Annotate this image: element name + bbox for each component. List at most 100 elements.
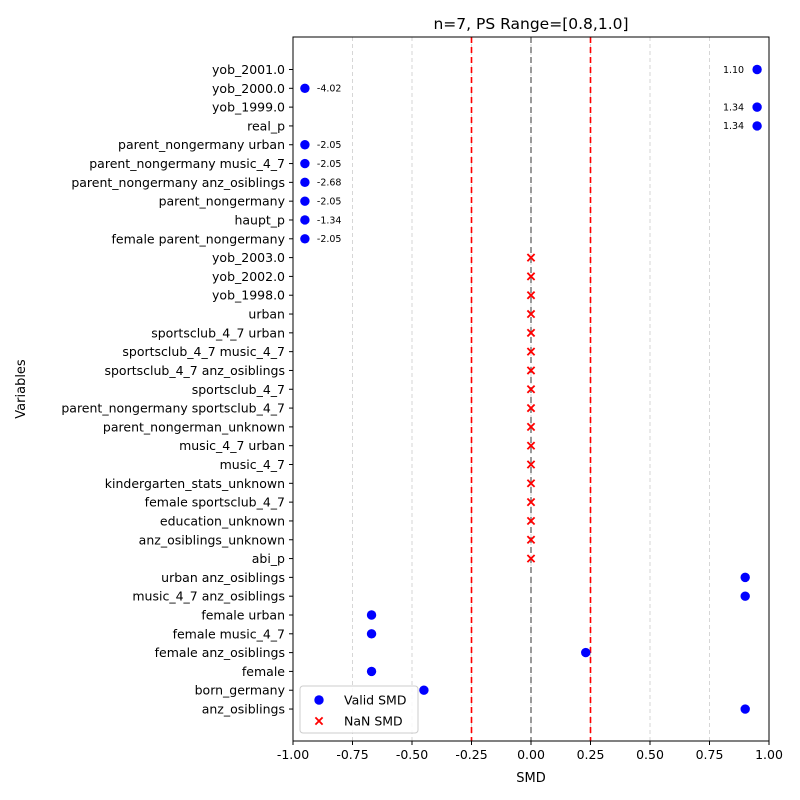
x-tick-label: 0.25: [577, 747, 605, 762]
x-tick-label: -1.00: [277, 747, 309, 762]
valid-smd-point: [366, 666, 377, 677]
nan-marker-stroke: [526, 403, 536, 413]
point-annotation: -1.34: [317, 215, 342, 226]
y-tick-label: female: [242, 664, 285, 679]
point-annotation: -2.05: [317, 234, 342, 245]
nan-smd-marker: [526, 385, 536, 394]
legend-valid-label: Valid SMD: [344, 693, 406, 708]
x-tick-label: -0.75: [336, 747, 368, 762]
y-tick-label: female sportsclub_4_7: [145, 495, 285, 510]
nan-smd-marker: [526, 460, 536, 469]
y-tick-label: anz_osiblings_unknown: [139, 532, 285, 547]
valid-smd-point: [300, 83, 310, 94]
y-tick-label: yob_2003.0: [212, 250, 285, 265]
nan-marker-stroke: [526, 441, 536, 450]
x-tick-label: 0.75: [696, 747, 724, 762]
y-tick-label: sportsclub_4_7: [192, 382, 285, 397]
y-tick-label: kindergarten_stats_unknown: [105, 476, 285, 491]
y-tick-label: female urban: [201, 607, 285, 622]
valid-smd-point: [419, 685, 429, 695]
x-axis-title: SMD: [516, 771, 545, 786]
y-tick-label: sportsclub_4_7 anz_osiblings: [104, 363, 285, 378]
nan-smd-marker: [526, 347, 536, 356]
y-tick-label: urban anz_osiblings: [161, 570, 285, 585]
y-tick-label: parent_nongermany sportsclub_4_7: [61, 401, 285, 416]
valid-smd-point: [300, 158, 310, 169]
nan-smd-marker: [526, 328, 536, 338]
x-tick-label: -0.25: [455, 747, 487, 762]
point-annotation: -2.05: [317, 196, 342, 207]
y-tick-label: female anz_osiblings: [155, 645, 285, 660]
nan-marker-stroke: [526, 460, 536, 469]
nan-marker-stroke: [526, 347, 536, 356]
nan-smd-marker: [526, 422, 536, 432]
valid-smd-point: [752, 121, 762, 131]
nan-marker-stroke: [526, 497, 536, 507]
nan-smd-marker: [526, 309, 536, 319]
x-tick-label: -0.50: [396, 747, 428, 762]
y-tick-label: parent_nongermany: [159, 194, 286, 209]
nan-marker-stroke: [526, 290, 536, 300]
valid-smd-point: [300, 196, 310, 206]
y-tick-label: music_4_7 urban: [179, 438, 285, 453]
y-tick-label: sportsclub_4_7 music_4_7: [122, 344, 285, 359]
point-annotation: 1.34: [723, 102, 744, 113]
nan-smd-marker: [526, 535, 536, 544]
nan-marker-stroke: [526, 366, 536, 375]
valid-smd-point: [300, 177, 310, 188]
y-tick-label: yob_1999.0: [212, 100, 285, 115]
y-tick-label: female music_4_7: [173, 626, 285, 641]
y-tick-label: yob_2001.0: [212, 62, 285, 77]
y-tick-label: yob_2002.0: [212, 269, 285, 284]
y-tick-label: urban: [248, 307, 285, 322]
y-tick-label: education_unknown: [160, 513, 285, 528]
valid-smd-point: [581, 647, 591, 658]
y-axis-title: Variables: [14, 359, 29, 419]
valid-smd-point: [752, 64, 762, 75]
valid-smd-point: [740, 591, 750, 601]
nan-marker-stroke: [526, 253, 536, 262]
nan-marker-stroke: [526, 328, 536, 338]
y-tick-label: born_germany: [195, 683, 286, 698]
nan-smd-marker: [526, 290, 536, 300]
nan-marker-stroke: [526, 479, 536, 488]
nan-smd-marker: [526, 272, 536, 281]
legend-valid-marker: [314, 695, 324, 705]
point-annotation: 1.34: [723, 121, 744, 132]
legend-nan-marker: [314, 716, 324, 726]
y-tick-label: parent_nongermany urban: [118, 137, 285, 152]
nan-smd-marker: [526, 441, 536, 450]
y-tick-label: female parent_nongermany: [112, 231, 286, 246]
x-tick-label: 0.00: [517, 747, 545, 762]
valid-smd-point: [740, 704, 750, 714]
nan-marker-stroke: [526, 272, 536, 281]
y-tick-label: abi_p: [252, 551, 285, 566]
valid-smd-point: [366, 610, 377, 620]
nan-marker-stroke: [526, 309, 536, 319]
y-tick-label: parent_nongerman_unknown: [103, 419, 285, 434]
y-tick-label: real_p: [247, 118, 285, 133]
point-annotation: 1.10: [723, 65, 744, 76]
y-tick-label: sportsclub_4_7 urban: [151, 325, 285, 340]
nan-marker-stroke: [526, 535, 536, 544]
y-tick-label: yob_1998.0: [212, 288, 285, 303]
nan-marker-stroke: [526, 385, 536, 394]
legend-nan-stroke: [314, 716, 324, 726]
valid-smd-point: [366, 629, 377, 639]
x-tick-label: 0.50: [636, 747, 664, 762]
y-tick-label: haupt_p: [234, 212, 285, 227]
valid-smd-point: [300, 215, 310, 225]
valid-smd-point: [300, 140, 310, 150]
legend-nan-label: NaN SMD: [344, 714, 403, 729]
y-tick-label: parent_nongermany anz_osiblings: [71, 175, 285, 190]
chart-title: n=7, PS Range=[0.8,1.0]: [433, 15, 628, 33]
point-annotation: -2.05: [317, 140, 342, 151]
nan-smd-marker: [526, 479, 536, 488]
valid-smd-point: [752, 102, 762, 112]
nan-smd-marker: [526, 516, 536, 526]
y-tick-label: music_4_7 anz_osiblings: [132, 589, 285, 604]
legend-box: [299, 685, 419, 734]
point-annotation: -2.05: [317, 159, 342, 170]
